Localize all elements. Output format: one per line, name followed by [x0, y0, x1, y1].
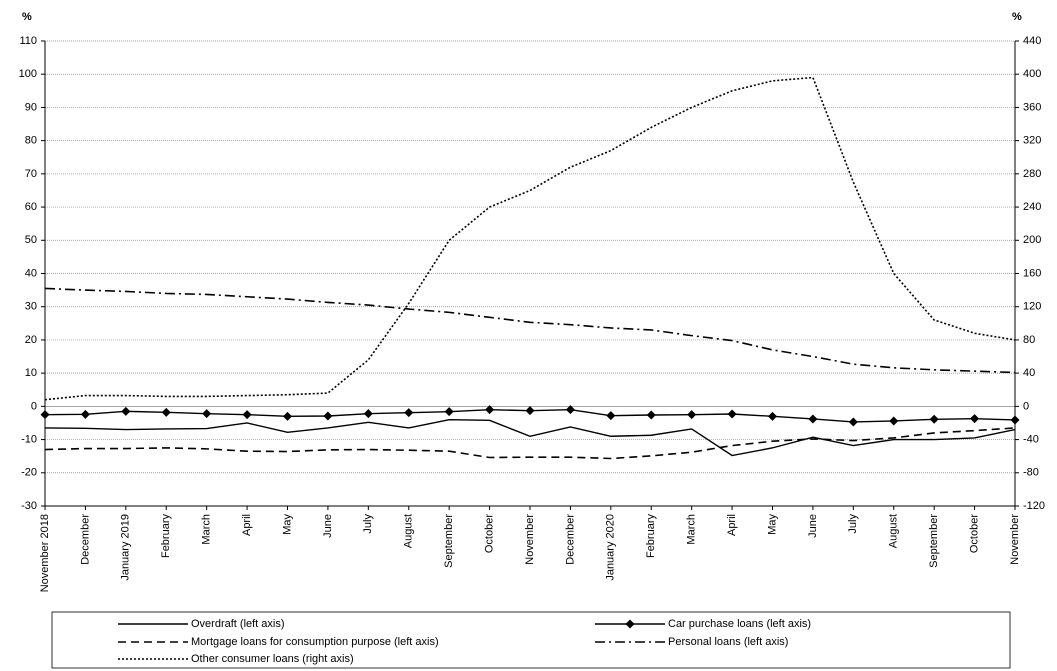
y-tick-label: -10 [21, 433, 37, 445]
y-tick-label: 0 [31, 400, 37, 412]
series-marker [687, 410, 697, 420]
y2-tick-label: 320 [1023, 135, 1041, 147]
x-tick-label: March [201, 514, 213, 545]
legend-label: Car purchase loans (left axis) [668, 618, 811, 630]
x-tick-label: June [807, 514, 819, 538]
y-tick-label: 100 [19, 68, 37, 80]
y-tick-label: 60 [25, 201, 37, 213]
y2-tick-label: 80 [1023, 334, 1035, 346]
x-tick-label: May [281, 514, 293, 535]
series-marker [404, 408, 414, 418]
series-line [44, 287, 1016, 374]
legend-marker [625, 619, 635, 629]
series-marker [1010, 415, 1020, 425]
series-marker [242, 410, 252, 420]
y2-tick-label: 0 [1023, 400, 1029, 412]
x-tick-label: October [483, 514, 495, 553]
series-marker [323, 411, 333, 421]
series-marker [889, 416, 899, 426]
y2-tick-label: 280 [1023, 168, 1041, 180]
y-tick-label: 40 [25, 267, 37, 279]
series-marker [485, 405, 495, 415]
series-marker [808, 414, 818, 424]
y2-tick-label: 40 [1023, 367, 1035, 379]
series-marker [727, 409, 737, 419]
x-tick-label: July [847, 514, 859, 534]
series-line [44, 427, 1016, 460]
x-tick-label: January 2020 [605, 514, 617, 581]
x-tick-label: August [888, 514, 900, 548]
series-marker [606, 411, 616, 421]
x-tick-label: November 2018 [39, 514, 51, 592]
series-line [44, 76, 1016, 401]
y2-tick-label: -40 [1023, 433, 1039, 445]
series-marker [848, 417, 858, 427]
y2-tick-label: 440 [1023, 35, 1041, 47]
y-tick-label: 110 [19, 35, 37, 47]
x-tick-label: February [160, 514, 172, 559]
x-tick-label: November [524, 514, 536, 565]
y2-tick-label: 120 [1023, 301, 1041, 313]
y2-tick-label: 400 [1023, 68, 1041, 80]
x-tick-label: September [928, 514, 940, 568]
legend-label: Overdraft (left axis) [191, 618, 285, 630]
x-tick-label: February [645, 514, 657, 559]
x-tick-label: June [322, 514, 334, 538]
y2-tick-label: 360 [1023, 101, 1041, 113]
series-marker [525, 406, 535, 416]
series-marker [283, 411, 292, 421]
y-tick-label: 20 [25, 334, 37, 346]
y-tick-label: 30 [25, 301, 37, 313]
y-tick-label: -30 [21, 500, 37, 512]
y-tick-label: 80 [25, 135, 37, 147]
x-tick-label: July [362, 514, 374, 534]
legend-box [51, 611, 1011, 669]
y2-tick-label: 200 [1023, 234, 1041, 246]
x-tick-label: August [403, 514, 415, 548]
y2-tick-label: -80 [1023, 467, 1039, 479]
y-tick-label: 10 [25, 367, 37, 379]
series-marker [121, 406, 131, 416]
series-marker [646, 410, 656, 420]
series-marker [444, 407, 454, 417]
y2-tick-label: -120 [1023, 500, 1045, 512]
series-marker [202, 409, 212, 419]
x-tick-label: March [686, 514, 698, 545]
x-tick-label: April [726, 514, 738, 536]
legend-label: Mortgage loans for consumption purpose (… [191, 636, 439, 648]
y2-tick-label: 240 [1023, 201, 1041, 213]
x-tick-label: October [968, 514, 980, 553]
y-tick-label: -20 [21, 467, 37, 479]
y-tick-label: 90 [25, 101, 37, 113]
x-tick-label: April [241, 514, 253, 536]
x-tick-label: December [564, 514, 576, 565]
x-tick-label: January 2019 [120, 514, 132, 581]
y2-tick-label: 160 [1023, 267, 1041, 279]
x-tick-label: September [443, 514, 455, 568]
legend-label: Personal loans (left axis) [668, 636, 788, 648]
x-tick-label: November [1009, 514, 1021, 565]
series-marker [565, 405, 575, 415]
y2-axis-label: % [1012, 11, 1022, 23]
y-axis-label: % [22, 11, 32, 23]
series-marker [363, 409, 373, 419]
series-marker [161, 407, 171, 417]
series-marker [40, 410, 50, 420]
legend-label: Other consumer loans (right axis) [191, 653, 354, 665]
series-marker [970, 414, 980, 424]
series-marker [929, 414, 939, 424]
y-tick-label: 50 [25, 234, 37, 246]
x-tick-label: May [766, 514, 778, 535]
series-line [44, 418, 1016, 457]
series-marker [80, 409, 90, 419]
x-tick-label: December [79, 514, 91, 565]
y-tick-label: 70 [25, 168, 37, 180]
series-marker [768, 411, 777, 421]
